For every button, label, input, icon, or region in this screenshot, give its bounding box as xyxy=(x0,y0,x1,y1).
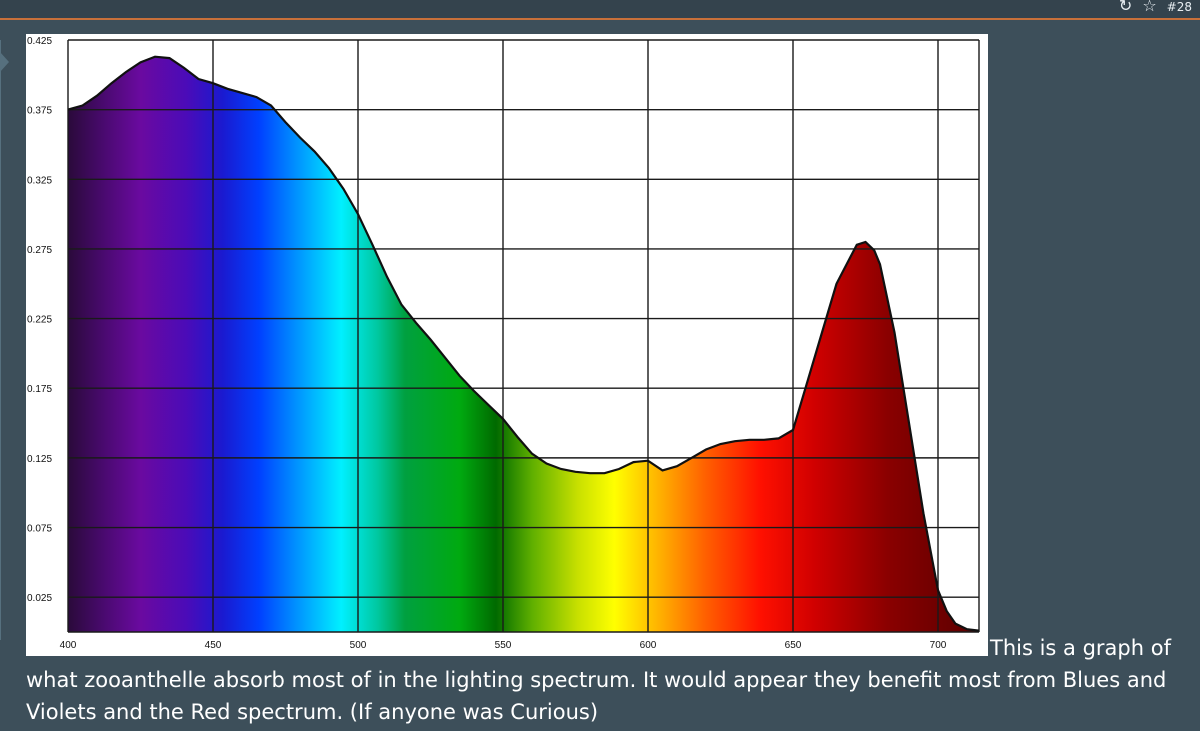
y-tick-label: 0.025 xyxy=(27,593,52,604)
x-tick-label: 550 xyxy=(495,640,512,651)
caption-first-line: This is a graph of xyxy=(990,636,1171,660)
y-tick-label: 0.275 xyxy=(27,245,52,256)
x-tick-label: 700 xyxy=(930,640,947,651)
share-icon[interactable]: ↻ xyxy=(1118,0,1143,15)
x-tick-label: 500 xyxy=(350,640,367,651)
y-tick-label: 0.225 xyxy=(27,315,52,326)
spectrum-area xyxy=(68,56,979,632)
y-tick-label: 0.425 xyxy=(27,36,52,47)
caption-text: what zooanthelle absorb most of in the l… xyxy=(26,632,1186,728)
x-tick-label: 450 xyxy=(205,640,222,651)
post-counter[interactable]: #28 xyxy=(1166,0,1192,14)
y-tick-label: 0.125 xyxy=(27,454,52,465)
y-tick-label: 0.175 xyxy=(27,384,52,395)
post-arrow-tab xyxy=(0,52,9,72)
x-tick-label: 650 xyxy=(785,640,802,651)
absorption-curve xyxy=(67,55,979,632)
absorption-chart: 0.025 0.075 0.125 0.175 0.225 0.275 0.325 0.375… xyxy=(26,34,988,656)
y-tick-label: 0.325 xyxy=(27,175,52,186)
star-icon[interactable]: ☆ xyxy=(1142,0,1167,15)
chart-svg: 0.025 0.075 0.125 0.175 0.225 0.275 0.325 0.375… xyxy=(27,36,980,651)
x-tick-labels: 400 450 500 550 600 650 700 xyxy=(60,640,947,651)
y-tick-labels: 0.025 0.075 0.125 0.175 0.225 0.275 0.325 0.375… xyxy=(27,36,52,604)
post-left-border xyxy=(0,40,15,640)
y-tick-label: 0.075 xyxy=(27,524,52,535)
x-tick-label: 400 xyxy=(60,640,77,651)
spectrum-fill xyxy=(68,56,979,632)
y-tick-label: 0.375 xyxy=(27,106,52,117)
caption-rest: what zooanthelle absorb most of in the l… xyxy=(26,668,1167,724)
toolbar-icons[interactable]: ↻☆#28 xyxy=(1119,0,1192,15)
curve-layer xyxy=(67,55,979,632)
top-bar: ↻☆#28 xyxy=(0,0,1200,20)
x-tick-label: 600 xyxy=(640,640,657,651)
